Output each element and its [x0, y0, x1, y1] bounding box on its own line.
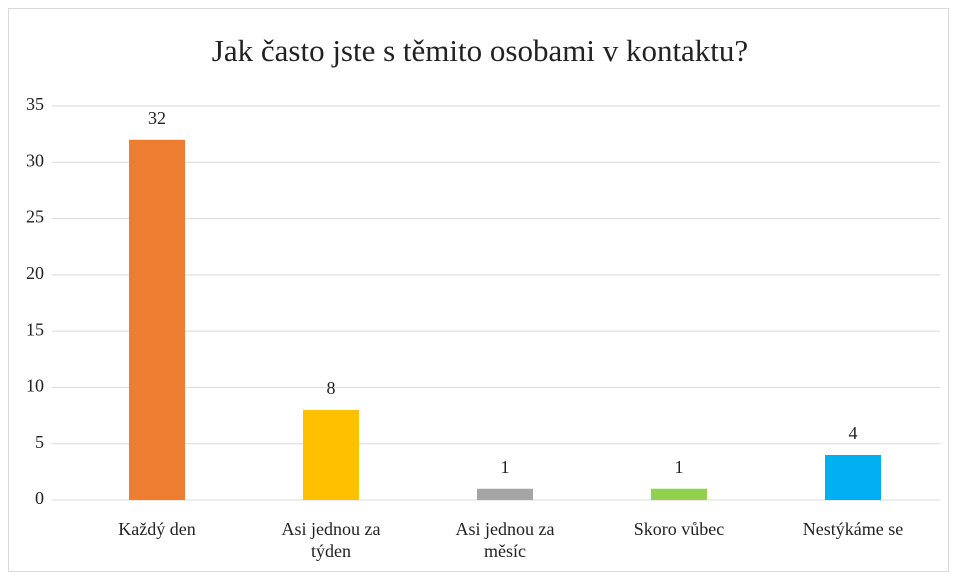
- bar: [129, 139, 185, 500]
- value-label: 4: [849, 423, 858, 443]
- bar: [303, 409, 359, 500]
- x-tick-label: Nestýkáme se: [802, 519, 904, 539]
- value-label: 1: [501, 457, 510, 477]
- x-tick-label: Asi jednou za měsíc: [455, 519, 555, 561]
- value-label: 1: [675, 457, 684, 477]
- bar: [825, 454, 881, 500]
- y-tick-label: 10: [26, 376, 44, 396]
- y-tick-label: 20: [26, 263, 44, 283]
- y-tick-label: 15: [26, 319, 44, 339]
- y-tick-label: 25: [26, 207, 44, 227]
- x-tick-label: Skoro vůbec: [633, 519, 725, 539]
- y-tick-label: 35: [26, 94, 44, 114]
- y-tick-label: 0: [35, 488, 44, 508]
- x-tick-label: Každý den: [118, 519, 196, 539]
- chart-title: Jak často jste s těmito osobami v kontak…: [212, 33, 748, 68]
- bar: [651, 488, 707, 500]
- value-label: 32: [148, 108, 166, 128]
- y-tick-label: 30: [26, 150, 44, 170]
- value-label: 8: [327, 378, 336, 398]
- y-tick-label: 5: [35, 432, 44, 452]
- bar: [477, 488, 533, 500]
- x-tick-label: Asi jednou za týden: [281, 519, 381, 561]
